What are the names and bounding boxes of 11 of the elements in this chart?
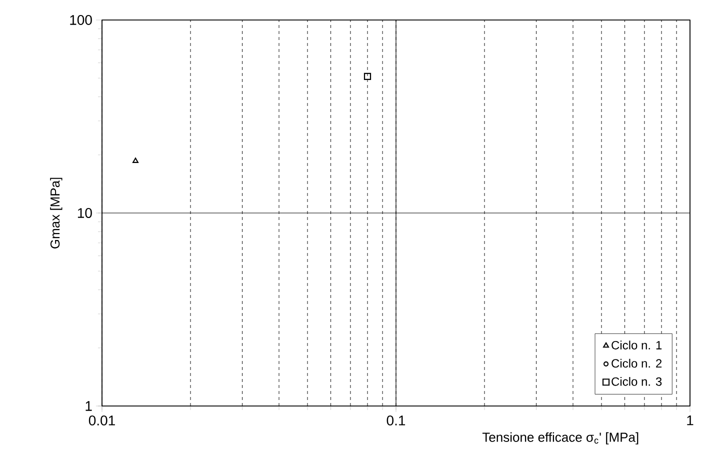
- x-tick-label: 0.01: [88, 416, 115, 426]
- legend-label: Ciclo n. 2: [612, 358, 662, 368]
- legend-label: Ciclo n. 1: [612, 340, 662, 350]
- x-axis-title: Tensione efficace σ$_{c}$' [MPa]: [482, 432, 638, 444]
- x-tick-label: 1: [687, 416, 694, 426]
- y-tick-label: 1: [86, 401, 92, 411]
- y-axis-title: Gmax [MPa]: [50, 178, 62, 248]
- y-tick-label: 100: [70, 15, 92, 25]
- legend-label: Ciclo n. 3: [612, 377, 662, 386]
- y-tick-label: 10: [78, 208, 92, 218]
- x-tick-label: 0.1: [386, 416, 406, 426]
